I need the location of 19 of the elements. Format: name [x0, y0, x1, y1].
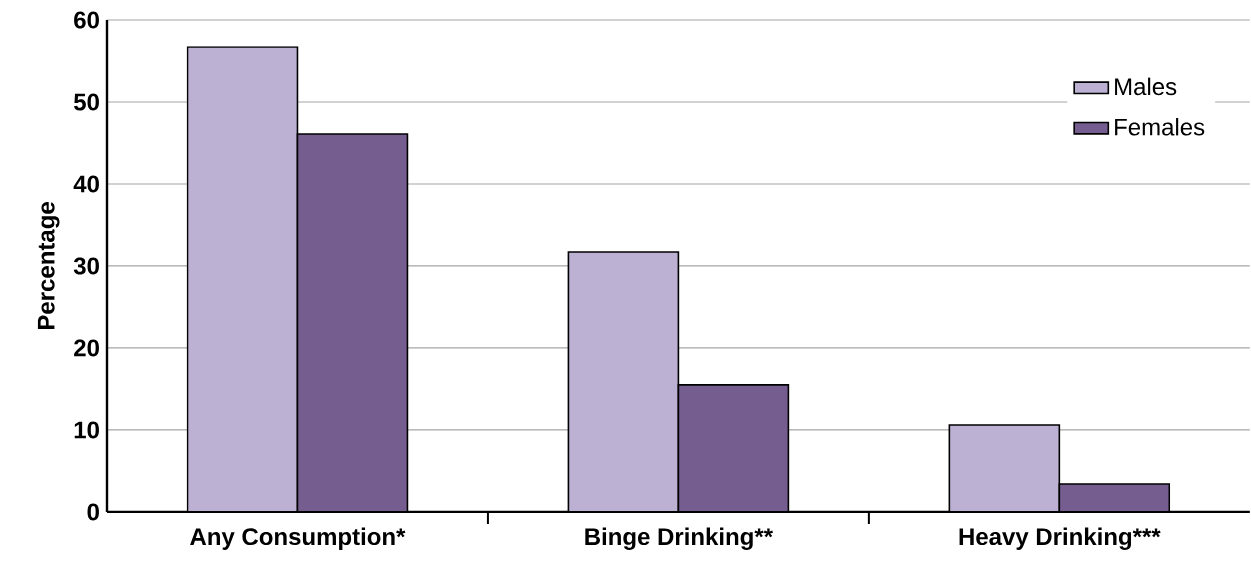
bar [677, 384, 790, 512]
y-axis-title: Percentage [37, 202, 60, 330]
legend-label: Females [1115, 118, 1205, 136]
x-tick-label: Binge Drinking** [585, 527, 774, 551]
bar [296, 133, 409, 512]
y-tick-label: 30 [73, 257, 99, 275]
y-tick-label: 40 [73, 175, 99, 193]
y-tick-label: 10 [74, 421, 99, 439]
bar [1058, 483, 1171, 512]
bar [186, 46, 299, 512]
x-tick-label: Heavy Drinking*** [959, 527, 1161, 551]
y-tick-label: 0 [87, 503, 99, 521]
y-tick-label: 60 [74, 11, 99, 29]
y-tick-label: 20 [74, 339, 99, 357]
y-tick-label: 50 [73, 93, 99, 111]
bar [567, 251, 680, 512]
x-tick-label: Any Consumption* [190, 527, 406, 550]
legend-label: Males [1115, 77, 1177, 96]
bar [948, 424, 1061, 512]
